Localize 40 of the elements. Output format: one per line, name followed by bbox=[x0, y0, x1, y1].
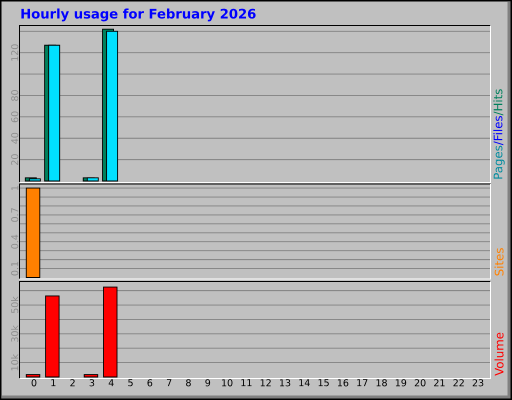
bar bbox=[106, 30, 118, 182]
x-tick-label: 19 bbox=[396, 379, 406, 386]
bar bbox=[48, 44, 60, 182]
x-tick-label: 6 bbox=[147, 379, 152, 386]
bar bbox=[103, 286, 118, 378]
text: Sites bbox=[494, 248, 504, 276]
x-tick-label: 18 bbox=[376, 379, 387, 386]
text: / bbox=[494, 112, 504, 116]
x-tick-label: 23 bbox=[472, 379, 484, 386]
x-tick-label: 20 bbox=[414, 379, 426, 386]
bar bbox=[26, 374, 40, 378]
bar bbox=[45, 296, 60, 378]
chart-title: Hourly usage for February 2026 bbox=[21, 8, 256, 22]
x-tick-label: 14 bbox=[299, 379, 310, 386]
bar bbox=[28, 178, 41, 182]
x-tick-label: 4 bbox=[108, 379, 114, 386]
x-tick-label: 22 bbox=[453, 379, 464, 386]
x-tick-label: 15 bbox=[318, 379, 329, 386]
x-tick-label: 8 bbox=[186, 379, 191, 386]
x-tick-label: 0 bbox=[32, 379, 36, 386]
bar bbox=[86, 177, 99, 182]
x-tick-label: 1 bbox=[51, 379, 56, 386]
x-tick-label: 11 bbox=[241, 379, 252, 386]
x-tick-label: 7 bbox=[166, 379, 172, 386]
bar bbox=[84, 374, 98, 378]
text: Pages bbox=[494, 146, 505, 179]
text: Hits bbox=[493, 89, 502, 110]
x-tick-label: 13 bbox=[280, 379, 290, 386]
x-tick-label: 2 bbox=[70, 379, 75, 386]
x-tick-label: 17 bbox=[357, 379, 368, 386]
x-tick-label: 10 bbox=[222, 379, 232, 386]
x-tick-label: 16 bbox=[338, 379, 348, 386]
legend-label: Files bbox=[493, 116, 502, 140]
x-tick-label: 5 bbox=[128, 379, 133, 386]
text: / bbox=[494, 141, 504, 146]
text: Volume bbox=[494, 332, 504, 376]
x-tick-label: 12 bbox=[260, 379, 271, 386]
x-tick-label: 3 bbox=[90, 379, 94, 386]
x-tick-label: 9 bbox=[205, 379, 210, 386]
x-tick-label: 21 bbox=[434, 379, 445, 386]
